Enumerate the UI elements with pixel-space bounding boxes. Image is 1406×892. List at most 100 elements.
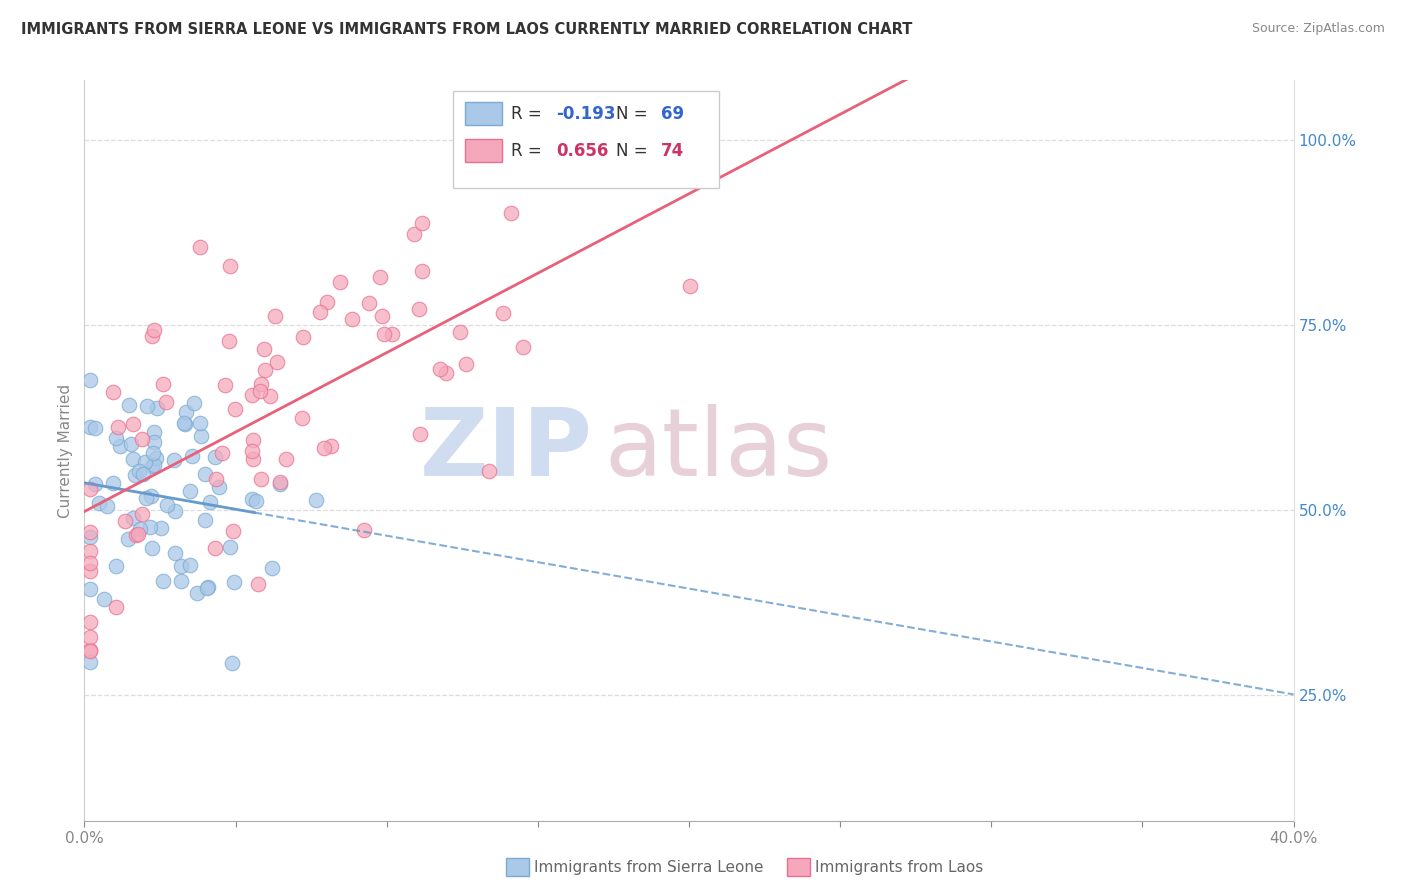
- Point: [179, 558, 201, 572]
- Point: [512, 339, 534, 353]
- Point: [204, 450, 226, 465]
- Point: [219, 259, 242, 273]
- Point: [319, 439, 342, 453]
- Point: [79, 655, 101, 669]
- Point: [218, 334, 240, 349]
- Point: [146, 401, 169, 415]
- Point: [79, 543, 101, 558]
- Point: [142, 458, 165, 473]
- Point: [141, 329, 163, 343]
- Point: [371, 309, 394, 323]
- Point: [249, 377, 271, 392]
- Text: R =: R =: [512, 142, 547, 160]
- Point: [340, 311, 363, 326]
- Text: 0.656: 0.656: [555, 142, 609, 160]
- Point: [169, 574, 191, 588]
- Point: [242, 434, 264, 448]
- Point: [454, 357, 477, 371]
- Point: [104, 431, 127, 445]
- Point: [436, 367, 458, 381]
- Point: [291, 411, 314, 425]
- Point: [193, 513, 215, 527]
- Point: [408, 302, 430, 317]
- Point: [181, 449, 204, 463]
- Point: [249, 384, 271, 398]
- Point: [429, 362, 451, 376]
- Point: [242, 492, 264, 507]
- Text: ZIP: ZIP: [419, 404, 592, 497]
- Text: 69: 69: [661, 104, 685, 122]
- Point: [141, 458, 163, 473]
- Point: [128, 522, 150, 536]
- Point: [96, 499, 118, 513]
- Point: [122, 451, 145, 466]
- Point: [211, 445, 233, 459]
- Point: [411, 216, 433, 230]
- Point: [125, 528, 148, 542]
- Text: Immigrants from Sierra Leone: Immigrants from Sierra Leone: [534, 860, 763, 874]
- Point: [132, 467, 155, 481]
- Point: [127, 527, 149, 541]
- Point: [250, 473, 273, 487]
- Point: [188, 239, 211, 253]
- Point: [138, 519, 160, 533]
- Point: [79, 483, 101, 497]
- Point: [292, 330, 315, 344]
- Point: [121, 511, 143, 525]
- Point: [221, 657, 243, 671]
- Point: [373, 326, 395, 341]
- Point: [152, 574, 174, 589]
- Point: [104, 559, 127, 574]
- Point: [155, 394, 177, 409]
- Point: [208, 480, 231, 494]
- Point: [368, 269, 391, 284]
- Point: [107, 419, 129, 434]
- Point: [79, 630, 101, 644]
- Text: atlas: atlas: [605, 404, 832, 497]
- Point: [259, 389, 281, 403]
- Point: [381, 326, 404, 341]
- Point: [245, 494, 267, 508]
- Point: [179, 484, 201, 499]
- Point: [84, 477, 107, 491]
- Point: [170, 559, 193, 574]
- Point: [152, 376, 174, 391]
- FancyBboxPatch shape: [465, 102, 502, 126]
- Point: [131, 432, 153, 446]
- Point: [173, 417, 195, 431]
- Y-axis label: Currently Married: Currently Married: [58, 384, 73, 517]
- Point: [679, 278, 702, 293]
- Point: [79, 642, 101, 657]
- Point: [260, 560, 283, 574]
- Point: [139, 489, 162, 503]
- Point: [263, 309, 285, 323]
- Text: Source: ZipAtlas.com: Source: ZipAtlas.com: [1251, 22, 1385, 36]
- Point: [165, 546, 187, 560]
- Point: [79, 530, 101, 544]
- Point: [108, 439, 131, 453]
- Point: [79, 525, 101, 540]
- Point: [163, 504, 186, 518]
- Point: [103, 476, 125, 491]
- Point: [141, 446, 163, 460]
- Text: N =: N =: [616, 142, 654, 160]
- Point: [114, 514, 136, 528]
- Point: [214, 378, 236, 392]
- Point: [143, 323, 166, 337]
- Point: [501, 206, 523, 220]
- Point: [79, 644, 101, 658]
- Text: Immigrants from Laos: Immigrants from Laos: [815, 860, 984, 874]
- Point: [135, 399, 157, 413]
- Point: [357, 296, 380, 310]
- Point: [269, 477, 291, 491]
- Text: IMMIGRANTS FROM SIERRA LEONE VS IMMIGRANTS FROM LAOS CURRENTLY MARRIED CORRELATI: IMMIGRANTS FROM SIERRA LEONE VS IMMIGRAN…: [21, 22, 912, 37]
- Point: [124, 468, 146, 483]
- Point: [79, 615, 101, 629]
- Point: [186, 585, 208, 599]
- Point: [314, 441, 336, 455]
- Point: [134, 455, 156, 469]
- Point: [194, 467, 217, 482]
- Point: [79, 420, 101, 434]
- Point: [105, 600, 128, 615]
- Point: [150, 521, 173, 535]
